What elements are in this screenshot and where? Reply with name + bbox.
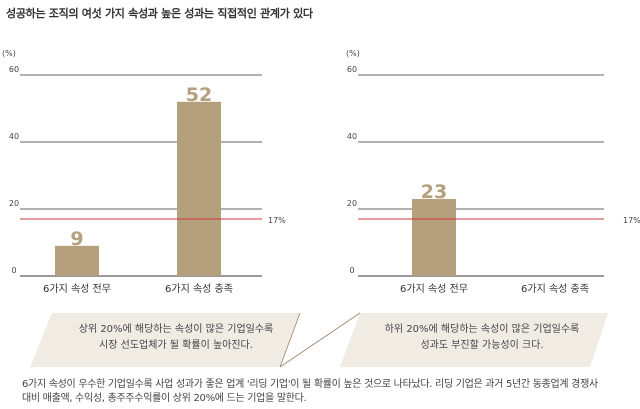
callout-left-line-2: 시장 선도업체가 될 확률이 높아진다. [99, 340, 253, 351]
bar-0-0 [55, 245, 99, 276]
y-tick-label-0-60: 60 [9, 65, 19, 74]
category-label-0-1: 6가지 속성 충족 [165, 283, 233, 295]
value-label-0-0: 9 [70, 228, 83, 250]
callout-divider [279, 312, 301, 368]
reference-label-1: 17% [623, 216, 640, 225]
callout-band-left [30, 313, 300, 367]
callout-band-right [340, 313, 608, 367]
callout-right-line-1: 하위 20%에 해당하는 속성이 많은 기업일수록 [384, 324, 580, 335]
callout-right-line-2: 성과도 부진할 가능성이 크다. [420, 340, 544, 351]
reference-label-0: 17% [268, 216, 286, 225]
value-label-1-0: 23 [421, 181, 447, 203]
callout-text-right: 하위 20%에 해당하는 속성이 많은 기업일수록 성과도 부진할 가능성이 크… [358, 322, 606, 354]
category-label-0-0: 6가지 속성 전무 [43, 283, 111, 295]
callout-text-left: 상위 20%에 해당하는 속성이 많은 기업일수록 시장 선도업체가 될 확률이… [52, 322, 300, 354]
footnote: 6가지 속성이 우수한 기업일수록 사업 성과가 좋은 업계 '리딩 기업'이 … [22, 378, 632, 406]
y-tick-label-0-0: 0 [11, 266, 16, 275]
footnote-line-2: 대비 매출액, 수익성, 총주주수익률이 상위 20%에 드는 기업을 말한다. [22, 393, 307, 404]
y-tick-label-0-20: 20 [9, 199, 19, 208]
category-label-1-0: 6가지 속성 전무 [400, 283, 468, 295]
y-tick-label-1-20: 20 [347, 199, 357, 208]
page-title: 성공하는 조직의 여섯 가지 속성과 높은 성과는 직접적인 관계가 있다 [6, 7, 313, 20]
y-tick-label-1-40: 40 [347, 132, 357, 141]
y-tick-label-0-40: 40 [9, 132, 19, 141]
footnote-line-1: 6가지 속성이 우수한 기업일수록 사업 성과가 좋은 업계 '리딩 기업'이 … [22, 379, 598, 390]
value-label-0-1: 52 [186, 84, 212, 106]
y-tick-label-1-0: 0 [349, 266, 354, 275]
unit-label-1: (%) [346, 49, 360, 58]
callout-connector [279, 312, 361, 368]
unit-label-0: (%) [2, 49, 16, 58]
callout-left-line-1: 상위 20%에 해당하는 속성이 많은 기업일수록 [78, 324, 274, 335]
bar-1-0 [412, 198, 456, 276]
category-label-1-1: 6가지 속성 충족 [521, 283, 589, 295]
bar-0-1 [177, 101, 221, 276]
y-tick-label-1-60: 60 [347, 65, 357, 74]
